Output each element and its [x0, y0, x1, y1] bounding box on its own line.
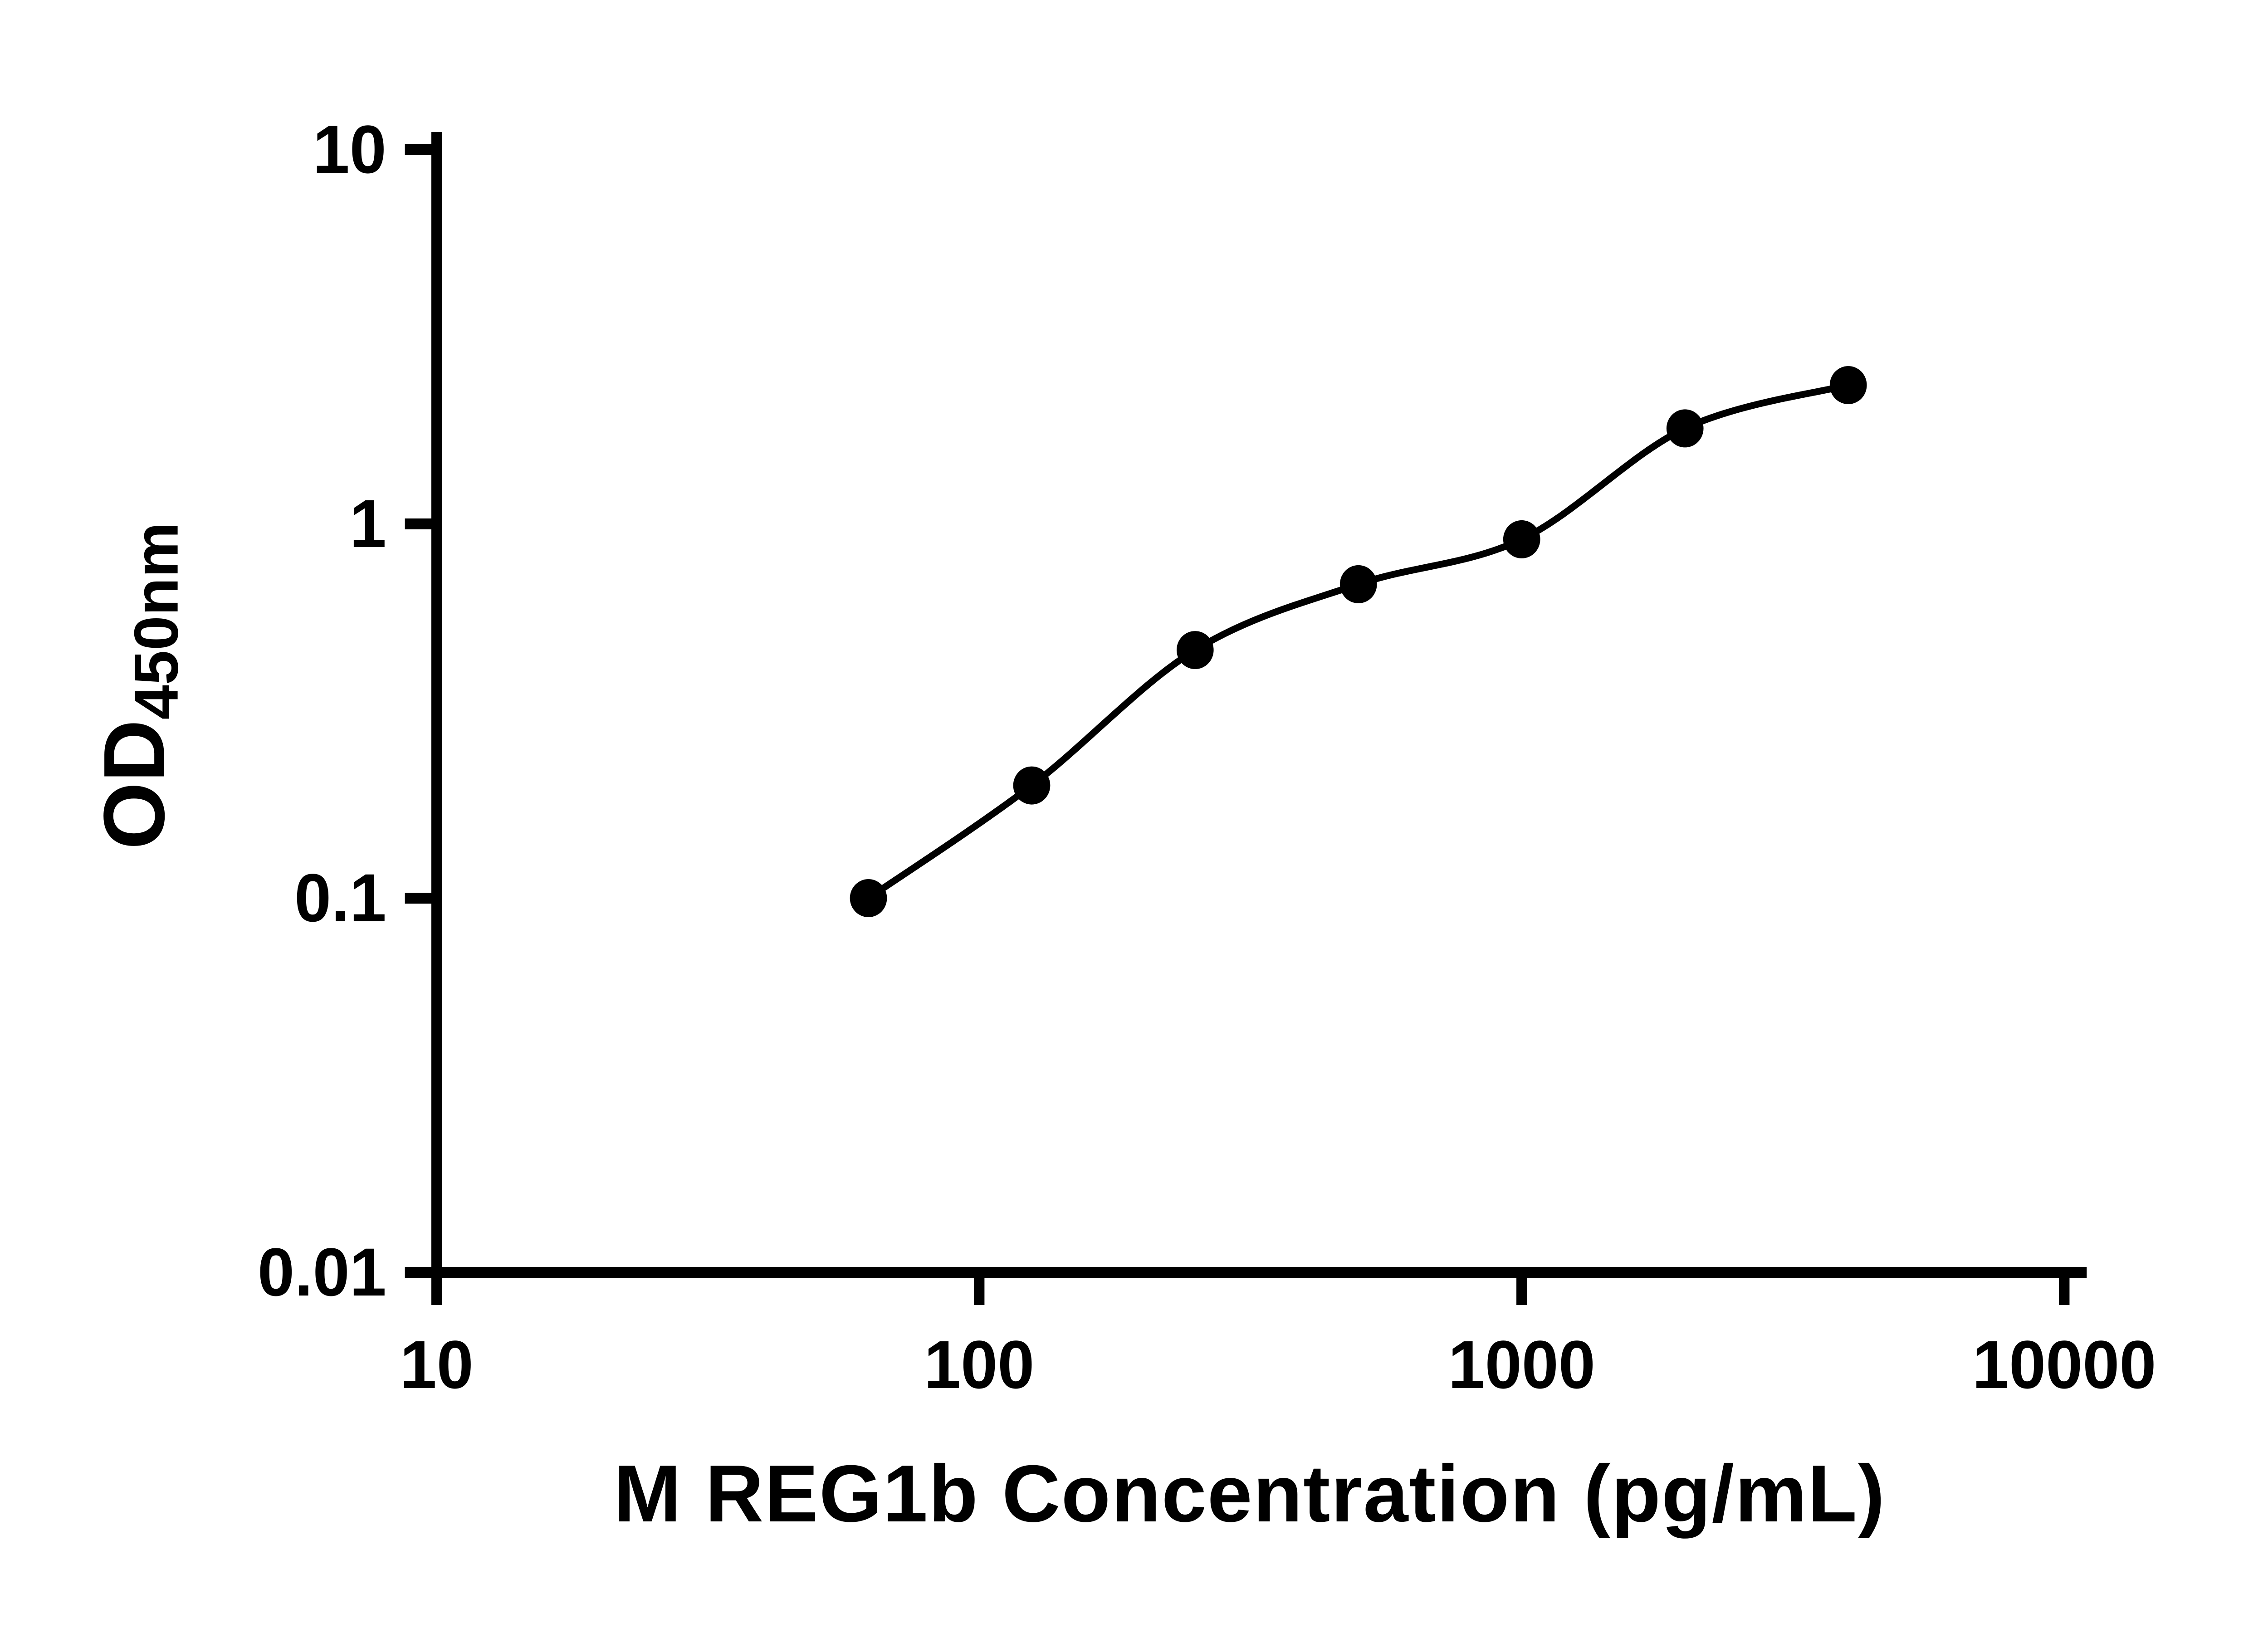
x-axis-tick-label: 100 [924, 1327, 1034, 1403]
trend-line [866, 381, 1849, 901]
y-axis-tick-label: 0.01 [258, 1234, 386, 1310]
data-point-marker [1339, 565, 1377, 603]
x-axis-title: M REG1b Concentration (pg/mL) [614, 1448, 1886, 1539]
data-point-marker [1666, 409, 1704, 448]
data-point-marker [1013, 766, 1051, 805]
y-axis-title-main: OD [86, 719, 183, 850]
y-axis-tick-label: 1 [350, 486, 386, 562]
x-axis-tick-label: 1000 [1448, 1327, 1595, 1403]
y-axis-title-subscript: 450nm [122, 522, 191, 720]
data-point-marker [850, 879, 887, 917]
y-axis-title: OD450nm [84, 522, 192, 849]
axis-frame [431, 132, 2087, 1278]
x-axis-tick-label: 10000 [1972, 1327, 2156, 1403]
x-axis-tick-label: 10 [400, 1327, 474, 1403]
data-point-marker [1176, 631, 1214, 670]
y-axis-tick-label: 0.1 [294, 860, 386, 936]
y-axis-tick-label: 10 [313, 112, 386, 187]
data-point-marker [1503, 520, 1540, 558]
data-point-marker [1829, 366, 1867, 404]
